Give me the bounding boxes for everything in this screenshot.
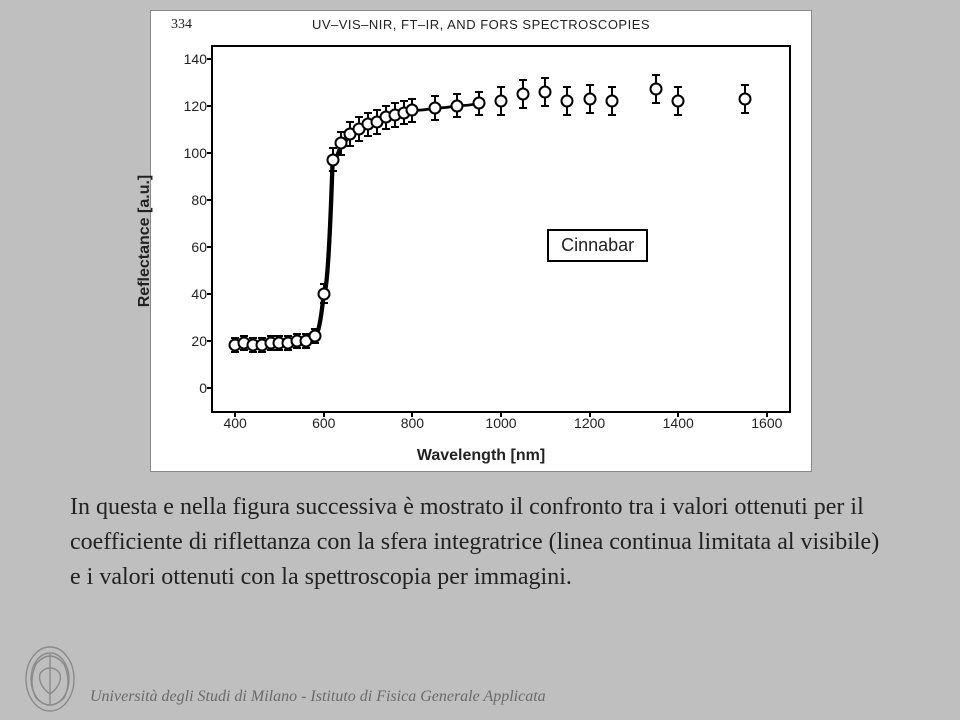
y-tick-label: 140 (184, 51, 213, 67)
error-cap (497, 114, 505, 116)
data-marker (517, 87, 530, 100)
error-cap (431, 119, 439, 121)
error-cap (541, 77, 549, 79)
error-cap (373, 133, 381, 135)
error-cap (320, 283, 328, 285)
error-cap (382, 105, 390, 107)
error-cap (497, 86, 505, 88)
error-cap (563, 114, 571, 116)
data-marker (738, 92, 751, 105)
x-tick-label: 1200 (574, 411, 605, 431)
error-cap (373, 109, 381, 111)
error-cap (475, 114, 483, 116)
error-cap (329, 170, 337, 172)
error-cap (408, 121, 416, 123)
error-cap (453, 116, 461, 118)
error-cap (431, 95, 439, 97)
university-seal-icon (22, 644, 78, 714)
x-tick-label: 1400 (663, 411, 694, 431)
data-marker (495, 95, 508, 108)
error-cap (541, 105, 549, 107)
legend-label: Cinnabar (561, 235, 634, 255)
error-cap (608, 114, 616, 116)
y-tick-label: 60 (191, 239, 213, 255)
data-marker (317, 287, 330, 300)
data-marker (472, 97, 485, 110)
error-cap (364, 112, 372, 114)
error-cap (608, 86, 616, 88)
error-cap (741, 112, 749, 114)
error-cap (652, 74, 660, 76)
footer-text: Università degli Studi di Milano - Istit… (90, 688, 546, 706)
data-marker (583, 92, 596, 105)
y-tick-label: 0 (199, 380, 213, 396)
error-cap (400, 123, 408, 125)
error-cap (586, 84, 594, 86)
data-marker (308, 329, 321, 342)
error-cap (391, 102, 399, 104)
data-marker (672, 95, 685, 108)
data-marker (561, 95, 574, 108)
error-cap (674, 86, 682, 88)
error-cap (674, 114, 682, 116)
error-cap (364, 135, 372, 137)
error-cap (519, 107, 527, 109)
x-tick-label: 400 (223, 411, 246, 431)
data-marker (428, 102, 441, 115)
x-axis-label: Wavelength [nm] (151, 447, 811, 465)
data-marker (406, 104, 419, 117)
error-cap (741, 84, 749, 86)
error-cap (400, 100, 408, 102)
figure-panel: 334 UV–VIS–NIR, FT–IR, AND FORS SPECTROS… (150, 10, 812, 472)
error-cap (382, 128, 390, 130)
error-cap (519, 79, 527, 81)
x-tick-label: 1000 (485, 411, 516, 431)
figure-header: UV–VIS–NIR, FT–IR, AND FORS SPECTROSCOPI… (151, 17, 811, 32)
x-tick-label: 1600 (751, 411, 782, 431)
plot-area: Cinnabar 0204060801001201404006008001000… (211, 45, 791, 413)
error-cap (453, 93, 461, 95)
error-cap (346, 145, 354, 147)
caption-text: In questa e nella figura successiva è mo… (70, 490, 890, 594)
data-marker (539, 85, 552, 98)
error-cap (563, 86, 571, 88)
y-tick-label: 20 (191, 333, 213, 349)
y-tick-label: 120 (184, 98, 213, 114)
error-cap (337, 154, 345, 156)
error-cap (320, 302, 328, 304)
data-marker (650, 83, 663, 96)
y-tick-label: 80 (191, 192, 213, 208)
error-cap (346, 121, 354, 123)
data-marker (450, 99, 463, 112)
error-cap (586, 112, 594, 114)
legend-box: Cinnabar (547, 229, 648, 262)
y-tick-label: 40 (191, 286, 213, 302)
y-axis-label: Reflectance [a.u.] (136, 175, 154, 307)
x-tick-label: 800 (401, 411, 424, 431)
error-cap (355, 140, 363, 142)
y-tick-label: 100 (184, 145, 213, 161)
error-cap (355, 116, 363, 118)
error-cap (408, 98, 416, 100)
error-cap (652, 102, 660, 104)
x-tick-label: 600 (312, 411, 335, 431)
error-cap (475, 91, 483, 93)
data-marker (605, 95, 618, 108)
error-cap (391, 126, 399, 128)
